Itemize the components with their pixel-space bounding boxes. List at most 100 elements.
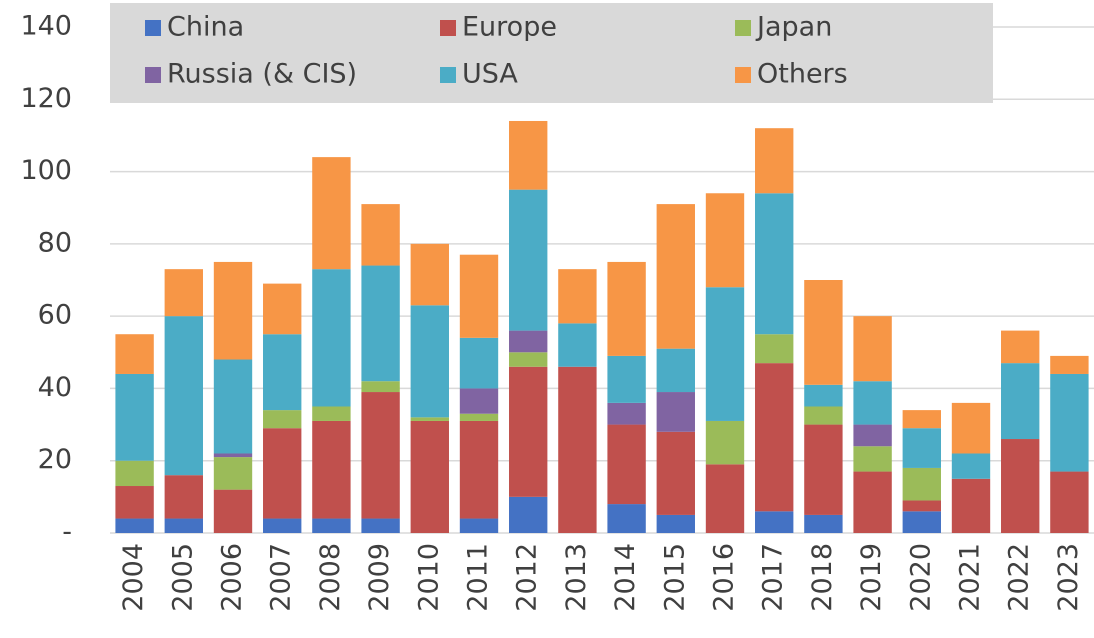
bar-segment — [312, 406, 351, 421]
bar-segment — [853, 471, 892, 533]
y-tick-label: 140 — [20, 11, 72, 42]
bar-segment — [804, 280, 843, 385]
x-tick-label: 2017 — [758, 543, 789, 612]
bar-segment — [509, 120, 548, 190]
x-tick-label: 2016 — [709, 543, 740, 612]
bar-segment — [459, 254, 499, 338]
bar-segment — [213, 359, 253, 454]
bar-segment — [705, 420, 745, 465]
bar-segment — [656, 204, 695, 349]
x-tick-label: 2011 — [463, 543, 494, 612]
x-tick-label: 2005 — [167, 543, 198, 612]
bar-segment — [755, 128, 794, 194]
bar-segment — [115, 460, 154, 487]
x-tick-label: 2020 — [905, 543, 936, 612]
bar-segment — [558, 366, 597, 533]
x-tick-label: 2019 — [856, 543, 887, 612]
bar-segment — [902, 500, 941, 512]
bar-segment — [312, 157, 351, 270]
bar-segment — [1001, 330, 1040, 364]
legend-box — [110, 3, 993, 103]
bar-segment — [607, 261, 646, 356]
bar-segment — [213, 261, 253, 360]
bar-segment — [312, 420, 351, 519]
bar-segment — [1050, 355, 1089, 374]
legend-swatch — [735, 20, 751, 36]
bar-segment — [509, 366, 548, 497]
bar-segment — [607, 355, 646, 403]
bar-segment — [410, 305, 449, 418]
y-tick-label: 20 — [38, 444, 72, 475]
bar-segment — [902, 428, 941, 468]
legend-swatch — [440, 20, 456, 36]
bar-segment — [1050, 373, 1089, 472]
bar-segment — [902, 511, 941, 533]
x-tick-label: 2007 — [266, 543, 297, 612]
bar-segment — [115, 334, 154, 374]
legend-label: Japan — [755, 12, 832, 43]
bar-segment — [755, 334, 794, 364]
bar-segment — [1001, 363, 1040, 440]
x-tick-label: 2010 — [413, 543, 444, 612]
x-tick-label: 2023 — [1053, 543, 1084, 612]
x-tick-label: 2008 — [315, 543, 346, 612]
y-tick-label: 40 — [38, 372, 72, 403]
bar-segment — [755, 511, 794, 533]
bar-segment — [509, 352, 548, 367]
bar-segment — [1050, 471, 1089, 533]
bar-segment — [853, 446, 892, 472]
bar-segment — [361, 381, 400, 393]
bar-segment — [164, 475, 203, 519]
bar-segment — [164, 269, 203, 317]
bar-segment — [263, 283, 302, 335]
y-tick-label: 80 — [38, 227, 72, 258]
bar-segment — [213, 453, 253, 458]
bar-segment — [459, 413, 499, 421]
legend-label: Russia (& CIS) — [167, 59, 357, 90]
x-tick-label: 2006 — [217, 543, 248, 612]
bar-segment — [558, 269, 597, 324]
bar-segment — [312, 269, 351, 407]
bar-segment — [607, 424, 646, 505]
y-tick-label: 100 — [20, 155, 72, 186]
bar-segment — [804, 514, 843, 533]
y-tick-label: 120 — [20, 83, 72, 114]
bar-segment — [213, 457, 253, 490]
x-tick-label: 2004 — [118, 543, 149, 612]
bar-segment — [459, 420, 499, 519]
bar-segment — [902, 410, 941, 429]
bar-segment — [410, 243, 449, 306]
legend-label: USA — [462, 59, 518, 90]
bar-segment — [115, 373, 154, 461]
bar-segment — [902, 467, 941, 501]
bar-segment — [361, 392, 400, 519]
x-tick-label: 2014 — [610, 543, 641, 612]
bar-segment — [804, 384, 843, 407]
bar-segment — [164, 316, 203, 476]
legend-label: China — [167, 12, 244, 43]
bar-segment — [410, 420, 449, 533]
bar-segment — [361, 204, 400, 266]
legend-swatch — [735, 67, 751, 83]
x-tick-label: 2009 — [364, 543, 395, 612]
bar-segment — [656, 431, 695, 515]
x-tick-label: 2015 — [659, 543, 690, 612]
x-tick-label: 2012 — [512, 543, 543, 612]
x-tick-label: 2021 — [955, 543, 986, 612]
bar-segment — [853, 316, 892, 382]
bar-segment — [853, 381, 892, 425]
legend-swatch — [145, 67, 161, 83]
bar-segment — [804, 406, 843, 425]
bar-segment — [361, 518, 400, 533]
bar-segment — [312, 518, 351, 533]
bar-segment — [607, 402, 646, 425]
y-tick-label: - — [62, 517, 72, 548]
bar-segment — [509, 189, 548, 331]
bar-segment — [361, 265, 400, 382]
bar-segment — [951, 453, 991, 479]
bar-segment — [115, 518, 154, 533]
bar-segment — [263, 334, 302, 411]
y-tick-label: 60 — [38, 300, 72, 331]
legend-label: Others — [757, 59, 848, 90]
bar-segment — [263, 518, 302, 533]
